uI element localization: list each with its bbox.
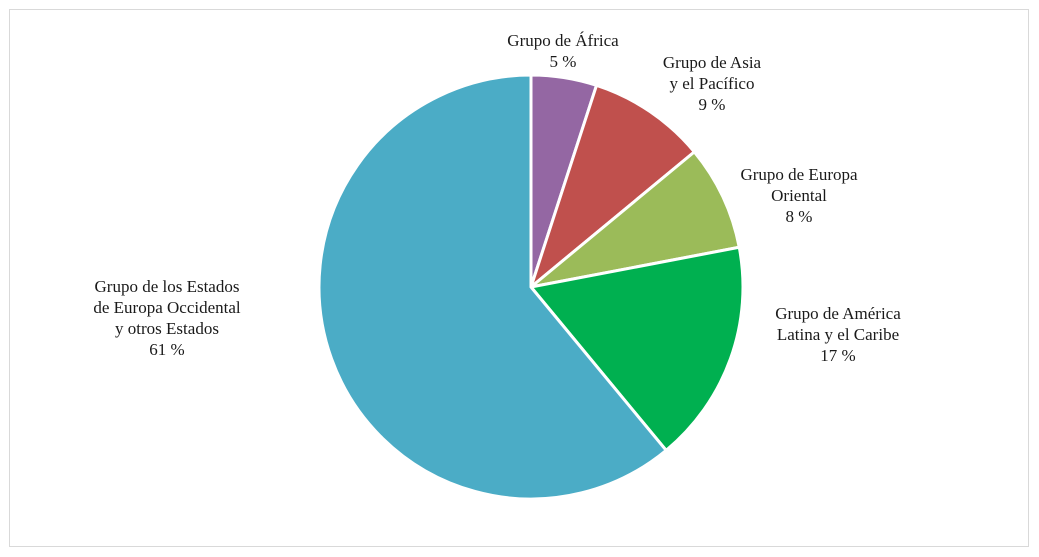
slice-labels: Grupo de África 5 % Grupo de Asia y el Pac… <box>93 31 901 365</box>
slice-name-line: Grupo de Asia <box>663 53 762 72</box>
slice-percent: 5 % <box>550 52 577 71</box>
pie-slice-weog <box>317 73 669 501</box>
pie-slice-asia-pacific <box>527 83 697 292</box>
pie-slice-latin-america-caribbean <box>528 245 745 453</box>
slice-name-line: y el Pacífico <box>670 74 755 93</box>
slice-name-line: Grupo de Europa <box>740 165 858 184</box>
slice-label-weog: Grupo de los Estados de Europa Occidental… <box>93 277 241 359</box>
slice-label-eastern-europe: Grupo de Europa Oriental 8 % <box>740 165 858 226</box>
slice-label-africa: Grupo de África 5 % <box>507 31 619 71</box>
pie-slice-eastern-europe <box>530 149 741 289</box>
slice-name-line: Latina y el Caribe <box>777 325 899 344</box>
slice-percent: 17 % <box>820 346 855 365</box>
slice-percent: 61 % <box>149 340 184 359</box>
slice-name-line: Grupo de los Estados <box>95 277 240 296</box>
slice-label-asia-pacific: Grupo de Asia y el Pacífico 9 % <box>663 53 762 114</box>
pie-slices <box>317 73 745 501</box>
slice-name-line: Grupo de América <box>775 304 901 323</box>
slice-name-line: Grupo de África <box>507 31 619 50</box>
slice-name-line: de Europa Occidental <box>93 298 241 317</box>
slice-percent: 9 % <box>699 95 726 114</box>
slice-label-latin-america-caribbean: Grupo de América Latina y el Caribe 17 % <box>775 304 901 365</box>
slice-name-line: y otros Estados <box>115 319 219 338</box>
slice-name-line: Oriental <box>771 186 827 205</box>
slice-percent: 8 % <box>786 207 813 226</box>
